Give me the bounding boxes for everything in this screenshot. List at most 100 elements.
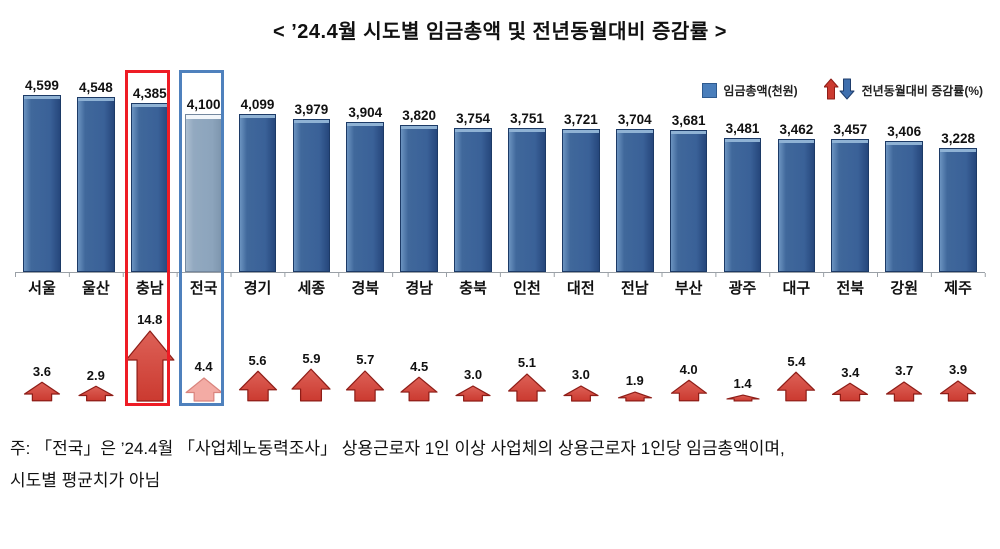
rate-value-label: 1.4 xyxy=(733,376,752,392)
chart-column: 3,481 광주 1.4 xyxy=(716,62,770,402)
rate-up-arrow-icon xyxy=(455,385,491,402)
chart-column: 4,100 전국 4.4 xyxy=(177,62,231,402)
wage-bar xyxy=(831,139,870,272)
national-bar xyxy=(184,114,223,272)
wage-bar xyxy=(615,129,654,272)
wage-bar xyxy=(669,130,708,272)
wage-bar xyxy=(23,95,61,272)
rate-value-label: 3.0 xyxy=(464,367,483,383)
rate-up-arrow-icon xyxy=(832,382,869,402)
rate-value-label: 3.4 xyxy=(841,364,860,380)
rate-value-label: 4.5 xyxy=(410,358,429,374)
rate-value-label: 5.9 xyxy=(302,350,321,366)
up-down-arrow-icon xyxy=(823,78,856,103)
category-label: 경남 xyxy=(405,280,433,297)
footnote-line: 시도별 평균치가 아님 xyxy=(10,471,161,491)
wage-bar xyxy=(238,114,277,272)
rate-up-arrow-icon xyxy=(238,370,277,402)
blue-highlight-box xyxy=(178,70,224,406)
chart-column: 3,228 제주 3.9 xyxy=(931,62,985,402)
bar-value-label: 3,751 xyxy=(510,111,544,126)
bar-value-label: 3,457 xyxy=(833,122,868,137)
category-label: 충남 xyxy=(135,280,164,297)
rate-up-arrow-icon xyxy=(400,376,438,402)
chart-column: 3,751 인천 5.1 xyxy=(500,62,554,402)
rate-up-arrow-icon xyxy=(670,379,707,402)
bar-value-label: 3,228 xyxy=(941,131,975,146)
bar-value-label: 4,099 xyxy=(240,97,275,112)
wage-bar xyxy=(939,148,977,272)
bar-value-label: 3,406 xyxy=(887,124,922,139)
chart-column: 3,681 부산 4.0 xyxy=(662,62,716,402)
rate-up-arrow-icon xyxy=(291,368,331,402)
category-label: 서울 xyxy=(28,280,56,297)
chart-column: 3,754 충북 3.0 xyxy=(446,62,500,402)
rate-up-arrow-icon xyxy=(940,380,977,402)
bar-value-label: 3,721 xyxy=(563,112,598,127)
chart-column: 3,979 세종 5.9 xyxy=(284,62,338,402)
category-label: 광주 xyxy=(728,280,757,297)
wage-bar xyxy=(777,139,816,272)
rate-value-label: 1.9 xyxy=(625,373,644,389)
bar-chart: 임금총액(천원) 전년동월대비 증감률(%) 4,599 서울 3.6 4,548 울산… xyxy=(15,62,986,412)
bar-value-label: 4,599 xyxy=(25,78,59,93)
chart-column: 4,385 충남 14.8 xyxy=(123,62,177,402)
wage-legend-swatch-icon xyxy=(702,83,718,98)
category-label: 인천 xyxy=(513,280,541,297)
rate-value-label: 3.6 xyxy=(32,363,51,379)
rate-value-label: 5.6 xyxy=(248,352,267,368)
chart-column: 3,406 강원 3.7 xyxy=(877,62,931,402)
wage-bar xyxy=(723,138,762,272)
bar-value-label: 3,754 xyxy=(456,111,490,126)
category-label: 부산 xyxy=(674,280,703,297)
wage-bar xyxy=(292,119,331,272)
category-label: 경기 xyxy=(243,280,272,297)
rate-up-arrow-icon xyxy=(725,394,760,402)
category-label: 충북 xyxy=(459,280,487,297)
bar-value-label: 3,481 xyxy=(725,121,760,136)
wage-bar xyxy=(885,141,924,272)
category-label: 전북 xyxy=(836,280,865,297)
chart-column: 3,721 대전 3.0 xyxy=(554,62,608,402)
x-axis-ticks xyxy=(15,273,986,277)
rate-up-arrow-icon xyxy=(886,381,923,402)
bar-value-label: 3,681 xyxy=(671,113,706,128)
footnote: 주: 「전국」은 ’24.4월 「사업체노동력조사」 상용근로자 1인 이상 사… xyxy=(10,433,785,498)
rate-value-label: 4.0 xyxy=(679,361,698,377)
rate-value-label: 3.7 xyxy=(895,363,914,379)
rate-value-label: 5.4 xyxy=(787,353,806,369)
wage-bar xyxy=(508,128,546,272)
wage-bar xyxy=(130,103,169,272)
chart-column: 4,599 서울 3.6 xyxy=(15,62,69,402)
chart-column: 3,457 전북 3.4 xyxy=(823,62,877,402)
category-label: 강원 xyxy=(890,280,918,297)
chart-column: 3,820 경남 4.5 xyxy=(392,62,446,402)
bar-value-label: 3,979 xyxy=(294,102,329,117)
category-label: 전남 xyxy=(620,280,649,297)
wage-legend-label: 임금총액(천원) xyxy=(723,84,798,98)
bar-value-label: 3,704 xyxy=(617,112,652,127)
bar-columns: 4,599 서울 3.6 4,548 울산 2.9 4,385 충남 14.8 4,100 전국 4.… xyxy=(15,62,985,402)
rate-value-label: 3.0 xyxy=(571,367,590,383)
chart-title: < ’24.4월 시도별 임금총액 및 전년동월대비 증감률 > xyxy=(273,21,727,43)
wage-bar xyxy=(561,129,600,272)
category-label: 대전 xyxy=(567,280,595,297)
category-label: 경북 xyxy=(351,280,380,297)
legend: 임금총액(천원) 전년동월대비 증감률(%) xyxy=(702,78,983,103)
rate-legend-label: 전년동월대비 증감률(%) xyxy=(861,84,983,98)
chart-column: 4,548 울산 2.9 xyxy=(69,62,123,402)
bar-value-label: 4,100 xyxy=(186,97,221,112)
rate-value-label: 14.8 xyxy=(137,312,163,327)
wage-bar xyxy=(454,128,492,272)
red-highlight-box xyxy=(124,70,170,406)
wage-bar xyxy=(346,122,385,272)
chart-column: 3,462 대구 5.4 xyxy=(769,62,823,402)
footnote-line: 주: 「전국」은 ’24.4월 「사업체노동력조사」 상용근로자 1인 이상 사… xyxy=(10,439,785,458)
chart-column: 4,099 경기 5.6 xyxy=(231,62,285,402)
bar-value-label: 3,462 xyxy=(779,122,814,137)
category-label: 제주 xyxy=(944,280,972,297)
rate-value-label: 5.7 xyxy=(356,352,375,368)
category-label: 대구 xyxy=(782,280,811,297)
rate-up-arrow-icon xyxy=(346,370,385,402)
